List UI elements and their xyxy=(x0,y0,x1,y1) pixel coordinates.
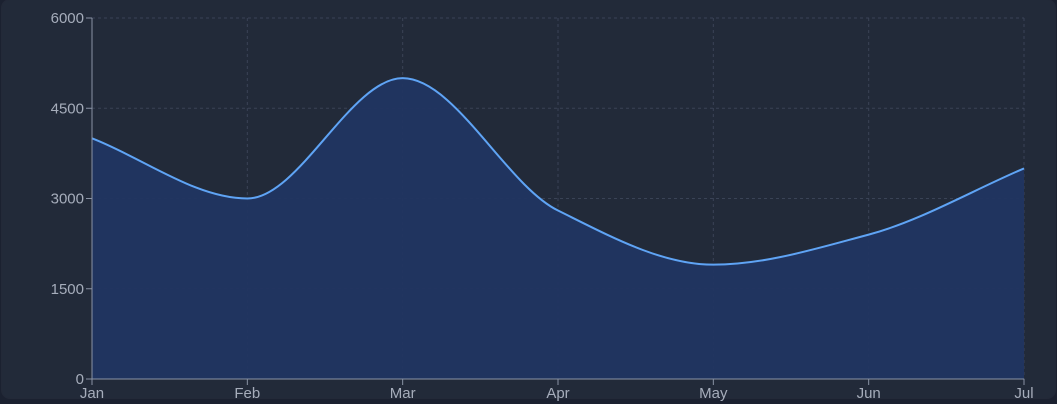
x-tick-label: Jul xyxy=(1014,385,1033,402)
x-tick-label: May xyxy=(699,385,728,402)
y-tick-label: 6000 xyxy=(51,10,84,27)
y-tick-label: 0 xyxy=(76,371,84,388)
x-tick-label: Apr xyxy=(546,385,569,402)
y-axis-tick-labels: 0 1500 3000 4500 6000 xyxy=(51,10,84,388)
x-tick-label: Jan xyxy=(80,385,104,402)
axes xyxy=(86,17,1025,385)
y-tick-label: 1500 xyxy=(51,281,84,298)
y-tick-label: 3000 xyxy=(51,191,84,208)
series-line xyxy=(91,77,1025,266)
x-tick-label: Feb xyxy=(234,385,260,402)
series-area-fill xyxy=(92,78,1024,380)
x-tick-label: Mar xyxy=(390,385,416,402)
y-tick-label: 4500 xyxy=(51,100,84,117)
x-axis-tick-labels: Jan Feb Mar Apr May Jun Jul xyxy=(80,385,1034,402)
x-tick-label: Jun xyxy=(857,385,881,402)
